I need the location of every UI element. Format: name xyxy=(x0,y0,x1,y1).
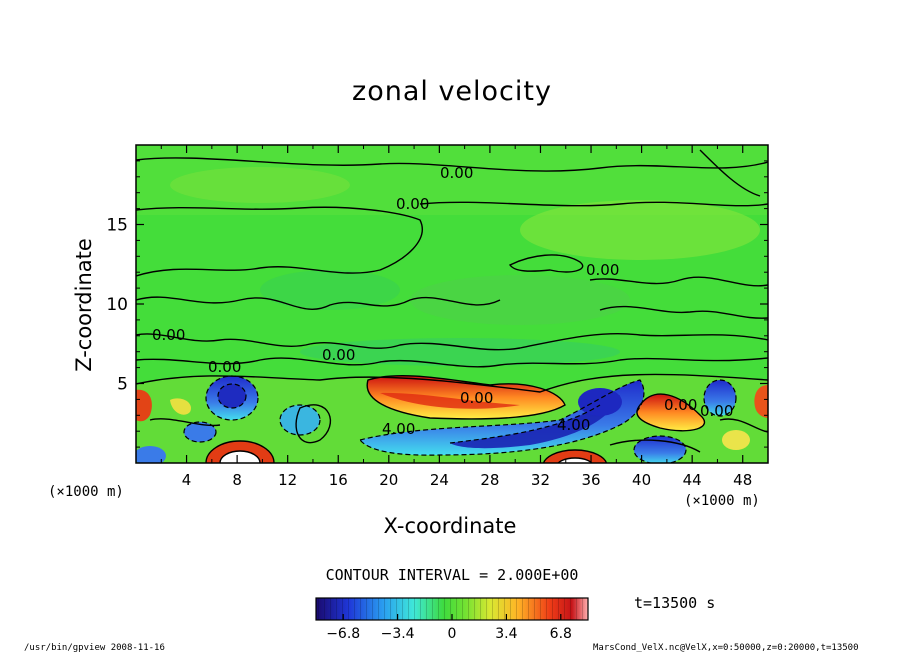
contour-label: 0.00 xyxy=(152,326,185,344)
x-tick-label: 24 xyxy=(430,471,449,489)
contour-label: 0.00 xyxy=(460,389,493,407)
colorbar: −6.8 −3.4 0 3.4 6.8 xyxy=(315,597,589,642)
y-tick-label: 15 xyxy=(106,216,128,236)
contour-label: 0.00 xyxy=(208,358,241,376)
contour-label: 4.00 xyxy=(382,420,415,438)
footer-right: MarsCond_VelX.nc@VelX,x=0:50000,z=0:2000… xyxy=(593,643,859,653)
x-tick-label: 4 xyxy=(182,471,192,489)
y-tick-label: 5 xyxy=(117,375,128,395)
contour-label: 0.00 xyxy=(664,396,697,414)
contour-label: 4.00 xyxy=(557,416,590,434)
colorbar-tick-label: −6.8 xyxy=(326,626,360,642)
contour-label: 0.00 xyxy=(586,261,619,279)
x-tick-label: 12 xyxy=(278,471,297,489)
colorbar-tick-label: 6.8 xyxy=(550,626,572,642)
colorbar-tick-label: −3.4 xyxy=(381,626,415,642)
contour-label: 0.00 xyxy=(322,346,355,364)
x-axis-label: X-coordinate xyxy=(383,514,517,538)
chart-title: zonal velocity xyxy=(352,76,552,107)
x-tick-label: 20 xyxy=(379,471,398,489)
time-label: t=13500 s xyxy=(634,594,716,612)
contour-label: 0.00 xyxy=(396,195,429,213)
colorbar-ticks: −6.8 −3.4 0 3.4 6.8 xyxy=(326,614,572,642)
colorbar-tick-label: 0 xyxy=(448,626,457,642)
y-axis-unit: (×1000 m) xyxy=(48,484,124,500)
contour-field: 0.000.000.000.000.000.000.004.004.000.00… xyxy=(136,145,768,463)
contour-interval: CONTOUR INTERVAL = 2.000E+00 xyxy=(325,566,579,584)
x-axis-unit: (×1000 m) xyxy=(684,493,760,509)
footer-left: /usr/bin/gpview 2008-11-16 xyxy=(24,643,165,653)
x-tick-label: 28 xyxy=(480,471,499,489)
x-tick-label: 40 xyxy=(632,471,651,489)
contour-label: 0.00 xyxy=(700,402,733,420)
x-tick-label: 44 xyxy=(683,471,702,489)
x-tick-label: 16 xyxy=(329,471,348,489)
x-tick-label: 36 xyxy=(581,471,600,489)
x-tick-label: 8 xyxy=(232,471,242,489)
x-tick-label: 32 xyxy=(531,471,550,489)
x-tick-label: 48 xyxy=(733,471,752,489)
contour-label: 0.00 xyxy=(440,164,473,182)
y-tick-label: 10 xyxy=(106,295,128,315)
colorbar-hatching xyxy=(316,598,588,620)
colorbar-tick-label: 3.4 xyxy=(495,626,517,642)
